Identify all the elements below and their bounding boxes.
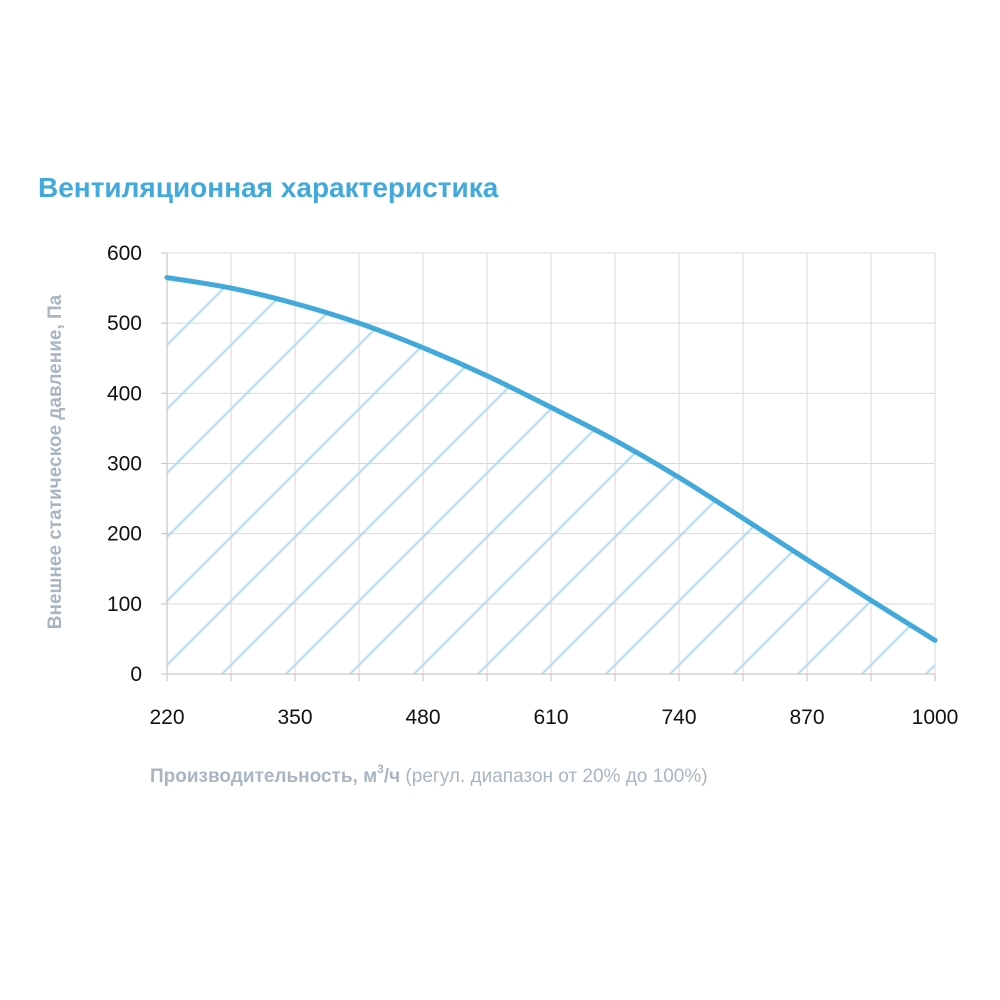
- x-axis-label-main: Производительность, м: [150, 766, 378, 787]
- hatched-area: [167, 277, 935, 674]
- y-tick-label: 400: [107, 382, 142, 405]
- y-tick-label: 100: [107, 593, 142, 616]
- chart-title: Вентиляционная характеристика: [38, 172, 499, 203]
- x-axis-label-unit: /ч: [383, 766, 401, 787]
- x-tick-label: 740: [661, 706, 696, 729]
- x-tick-label: 350: [277, 706, 312, 729]
- x-tick-label: 870: [789, 706, 824, 729]
- x-axis-label-superscript: 3: [377, 761, 384, 776]
- x-tick-label: 610: [533, 706, 568, 729]
- y-tick-label: 0: [130, 663, 142, 686]
- y-tick-label: 500: [107, 312, 142, 335]
- x-axis-label: Производительность, м3/ч (регул. диапазо…: [150, 763, 708, 788]
- x-axis-label-note: (регул. диапазон от 20% до 100%): [405, 766, 708, 787]
- x-tick-label: 480: [405, 706, 440, 729]
- y-axis-label: Внешнее статическое давление, Па: [45, 294, 66, 629]
- series-line: [164, 275, 938, 643]
- y-tick-label: 600: [107, 242, 142, 265]
- x-tick-label: 220: [149, 706, 184, 729]
- y-tick-label: 200: [107, 523, 142, 546]
- x-tick-label: 1000: [912, 706, 959, 729]
- y-tick-label: 300: [107, 453, 142, 476]
